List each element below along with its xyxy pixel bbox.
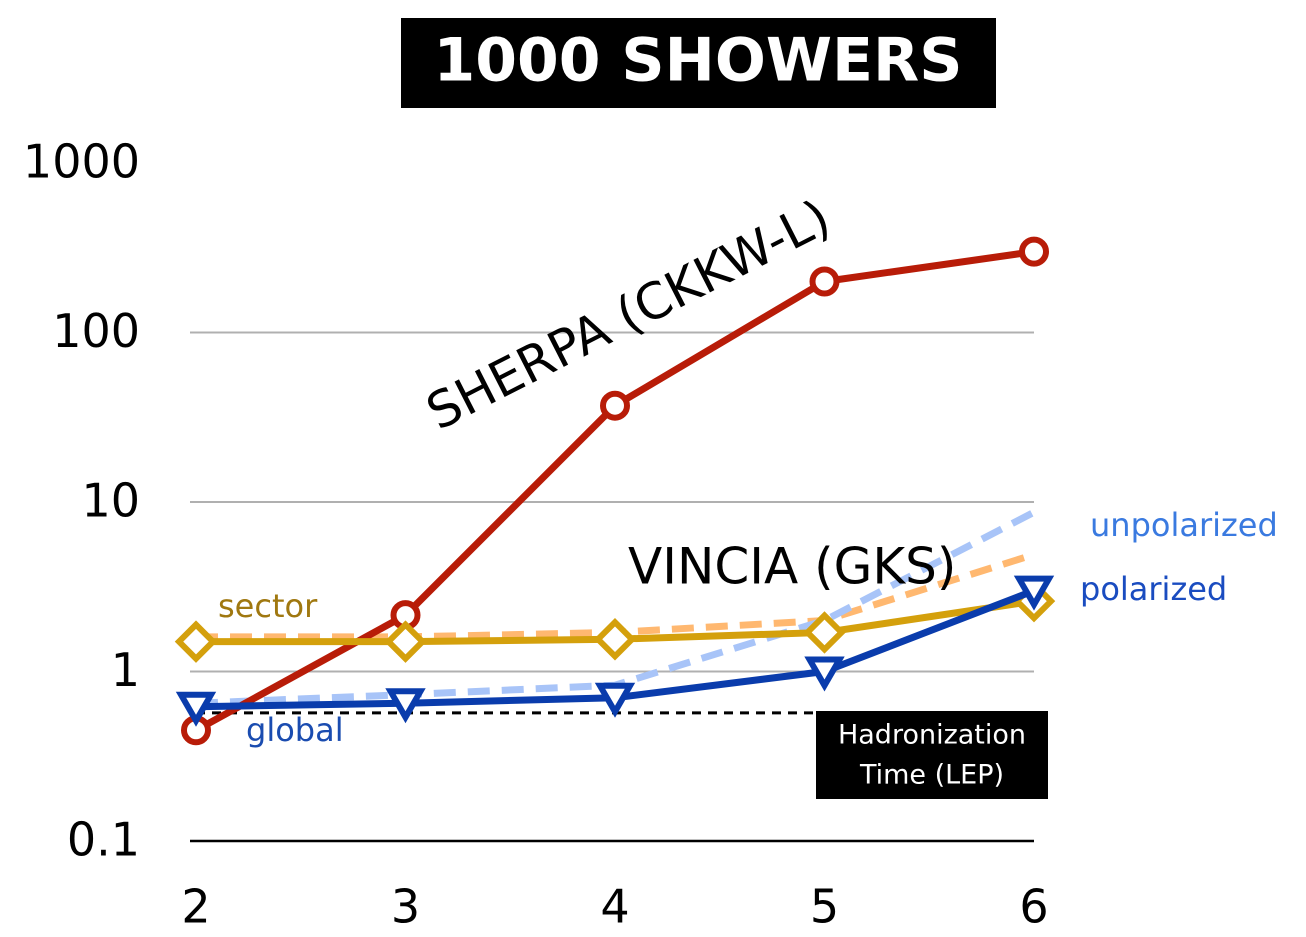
marker <box>593 617 637 661</box>
x-tick-label: 3 <box>391 880 420 934</box>
x-tick-label: 4 <box>600 880 629 934</box>
annotation: sector <box>218 587 318 625</box>
annotation: VINCIA (GKS) <box>628 538 956 596</box>
marker <box>384 620 427 663</box>
reference-label: Time (LEP) <box>859 760 1004 791</box>
y-tick-label: 1 <box>111 643 140 697</box>
marker <box>809 266 840 297</box>
y-tick-label: 10 <box>81 474 140 528</box>
reference-label: Hadronization <box>838 720 1026 751</box>
title-box <box>401 18 996 108</box>
x-tick-label: 5 <box>810 880 839 934</box>
marker <box>804 656 845 692</box>
annotation: unpolarized <box>1090 506 1278 544</box>
marker <box>1013 575 1055 611</box>
marker <box>385 688 426 724</box>
y-tick-label: 1000 <box>23 135 140 189</box>
marker <box>1019 236 1049 267</box>
marker <box>175 691 217 727</box>
y-tick-label: 0.1 <box>67 813 140 867</box>
reference-label-box <box>816 711 1048 799</box>
y-tick-label: 100 <box>52 304 140 358</box>
chart-title: 1000 SHOWERS <box>434 26 963 96</box>
annotation: polarized <box>1080 570 1227 608</box>
x-tick-label: 2 <box>181 880 210 934</box>
marker <box>594 682 636 718</box>
marker <box>803 611 846 654</box>
x-tick-label: 6 <box>1019 880 1048 934</box>
marker <box>600 390 630 421</box>
marker <box>174 620 218 663</box>
annotation: global <box>246 711 344 749</box>
